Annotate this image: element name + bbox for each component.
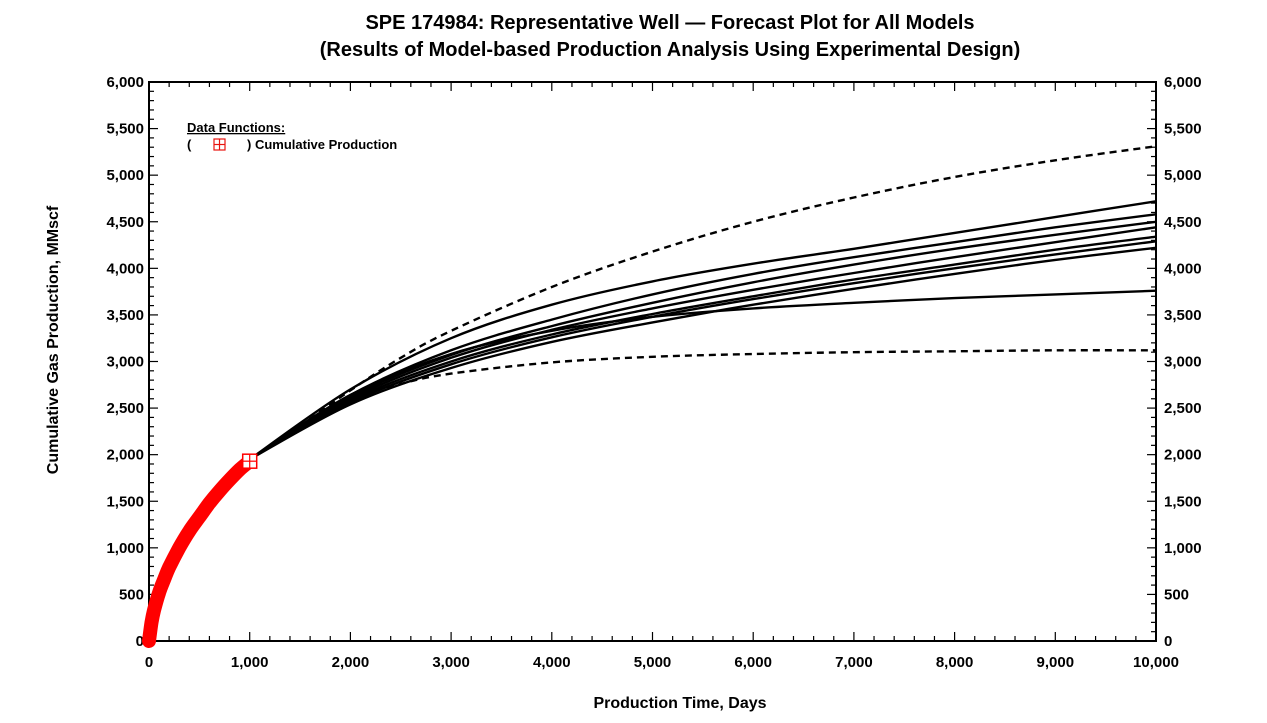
forecast-series — [249, 145, 1157, 461]
x-tick-label: 6,000 — [734, 654, 772, 671]
model-forecast-line-9 — [249, 246, 1157, 461]
model-forecast-line-7 — [249, 235, 1157, 461]
x-tick-label: 8,000 — [936, 654, 974, 671]
y-tick-label-right: 2,000 — [1164, 447, 1202, 464]
x-tick-labels: 0 1,000 2,000 3,000 4,000 5,000 6,000 7,000 8,00… — [145, 654, 1179, 671]
y-tick-label: 500 — [119, 586, 144, 603]
y-axis-label: Cumulative Gas Production, MMscf — [45, 205, 62, 474]
y-tick-label-right: 0 — [1164, 633, 1172, 650]
y-tick-label-right: 4,500 — [1164, 214, 1202, 231]
y-tick-label-right: 4,000 — [1164, 260, 1202, 277]
y-tick-label-right: 1,000 — [1164, 540, 1202, 557]
model-forecast-line-4 — [249, 213, 1157, 461]
y-tick-label-right: 500 — [1164, 586, 1189, 603]
y-tick-label-right: 6,000 — [1164, 74, 1202, 91]
x-tick-label: 9,000 — [1037, 654, 1075, 671]
y-tick-label-right: 3,500 — [1164, 307, 1202, 324]
y-tick-label: 4,000 — [106, 260, 144, 277]
y-tick-label: 1,000 — [106, 540, 144, 557]
bound-low-forecast-line — [249, 349, 1157, 461]
x-tick-label: 0 — [145, 654, 153, 671]
model-forecast-line-10 — [249, 289, 1157, 461]
x-tick-label: 4,000 — [533, 654, 571, 671]
y-tick-labels-left: 0 500 1,000 1,500 2,000 2,500 3,000 3,500 4,000 4… — [106, 74, 144, 650]
y-tick-label: 3,500 — [106, 307, 144, 324]
minor-ticks — [149, 82, 1156, 641]
y-tick-label: 5,500 — [106, 121, 144, 138]
cumulative-production-data-line — [142, 454, 257, 648]
x-tick-label: 7,000 — [835, 654, 873, 671]
data-series — [142, 453, 258, 648]
x-tick-label: 10,000 — [1133, 654, 1179, 671]
y-tick-label: 6,000 — [106, 74, 144, 91]
y-tick-label-right: 3,000 — [1164, 354, 1202, 371]
model-forecast-line-8 — [249, 240, 1157, 461]
plot-frame — [148, 81, 1157, 642]
y-tick-label: 4,500 — [106, 214, 144, 231]
legend-entry-label: ) Cumulative Production — [247, 137, 397, 152]
x-tick-label: 3,000 — [432, 654, 470, 671]
x-axis-label: Production Time, Days — [593, 695, 766, 712]
legend-open-paren: ( — [187, 137, 192, 152]
bound-high-forecast-line — [249, 145, 1157, 461]
model-forecast-line-5 — [249, 220, 1157, 461]
y-tick-label: 3,000 — [106, 354, 144, 371]
y-tick-label: 2,000 — [106, 447, 144, 464]
x-tick-label: 2,000 — [332, 654, 370, 671]
y-tick-labels-right: 0 500 1,000 1,500 2,000 2,500 3,000 3,500 4,000 4… — [1164, 74, 1202, 650]
y-tick-label-right: 1,500 — [1164, 493, 1202, 510]
legend: Data Functions: ( ) Cumulative Productio… — [187, 120, 397, 152]
x-tick-label: 5,000 — [634, 654, 672, 671]
legend-title: Data Functions: — [187, 120, 285, 135]
y-tick-label: 5,000 — [106, 167, 144, 184]
y-tick-label: 2,500 — [106, 400, 144, 417]
model-forecast-line-3 — [249, 200, 1157, 461]
y-tick-label-right: 5,000 — [1164, 167, 1202, 184]
chart-title: SPE 174984: Representative Well — Foreca… — [365, 12, 974, 34]
y-tick-label-right: 2,500 — [1164, 400, 1202, 417]
x-tick-label: 1,000 — [231, 654, 269, 671]
model-forecast-line-6 — [249, 226, 1157, 461]
y-tick-label: 0 — [136, 633, 144, 650]
legend-marker-icon — [213, 138, 226, 151]
last-data-point-marker — [241, 453, 258, 469]
y-tick-label: 1,500 — [106, 493, 144, 510]
y-tick-label-right: 5,500 — [1164, 121, 1202, 138]
major-ticks — [148, 81, 1157, 642]
chart-subtitle: (Results of Model-based Production Analy… — [320, 39, 1021, 61]
